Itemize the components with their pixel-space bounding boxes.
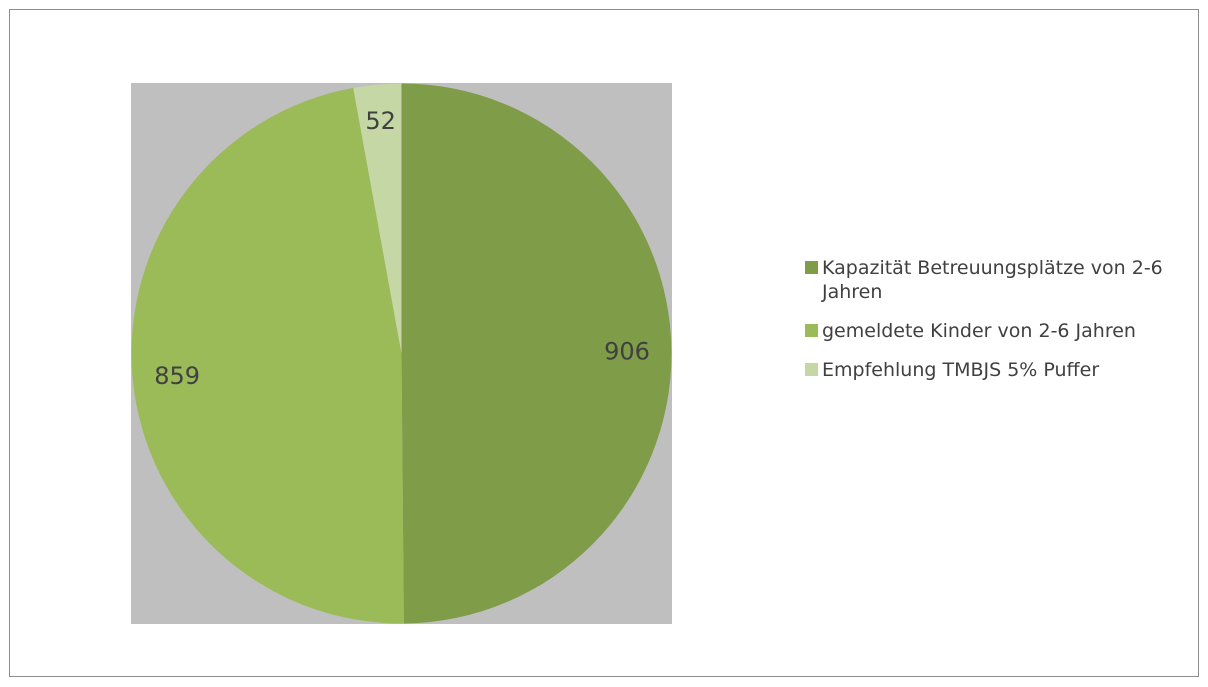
data-label-empfehlung-puffer: 52: [365, 107, 396, 135]
legend-swatch-empfehlung-puffer: [805, 363, 818, 376]
legend-item-kapazitaet: Kapazität Betreuungsplätze von 2-6 Jahre…: [805, 256, 1195, 304]
pie-chart: 906 859 52: [131, 83, 672, 624]
chart-frame: 906 859 52 Kapazität Betreuungsplätze von …: [9, 9, 1199, 677]
legend-item-empfehlung-puffer: Empfehlung TMBJS 5% Puffer: [805, 358, 1195, 382]
plot-area: 906 859 52: [131, 83, 672, 624]
legend-label-gemeldete-kinder: gemeldete Kinder von 2-6 Jahren: [822, 320, 1136, 342]
legend-swatch-kapazitaet: [805, 261, 818, 274]
legend-item-gemeldete-kinder: gemeldete Kinder von 2-6 Jahren: [805, 319, 1195, 343]
pie-slice-gemeldete-kinder: [131, 87, 404, 624]
legend-label-empfehlung-puffer: Empfehlung TMBJS 5% Puffer: [822, 359, 1100, 381]
legend-label-kapazitaet: Kapazität Betreuungsplätze von 2-6 Jahre…: [822, 257, 1163, 303]
legend: Kapazität Betreuungsplätze von 2-6 Jahre…: [805, 256, 1195, 397]
pie-slice-empfehlung-puffer: [353, 83, 402, 354]
data-label-kapazitaet: 906: [604, 337, 650, 365]
data-label-gemeldete-kinder: 859: [154, 362, 200, 390]
pie-slice-kapazitaet: [401, 83, 672, 624]
legend-swatch-gemeldete-kinder: [805, 324, 818, 337]
